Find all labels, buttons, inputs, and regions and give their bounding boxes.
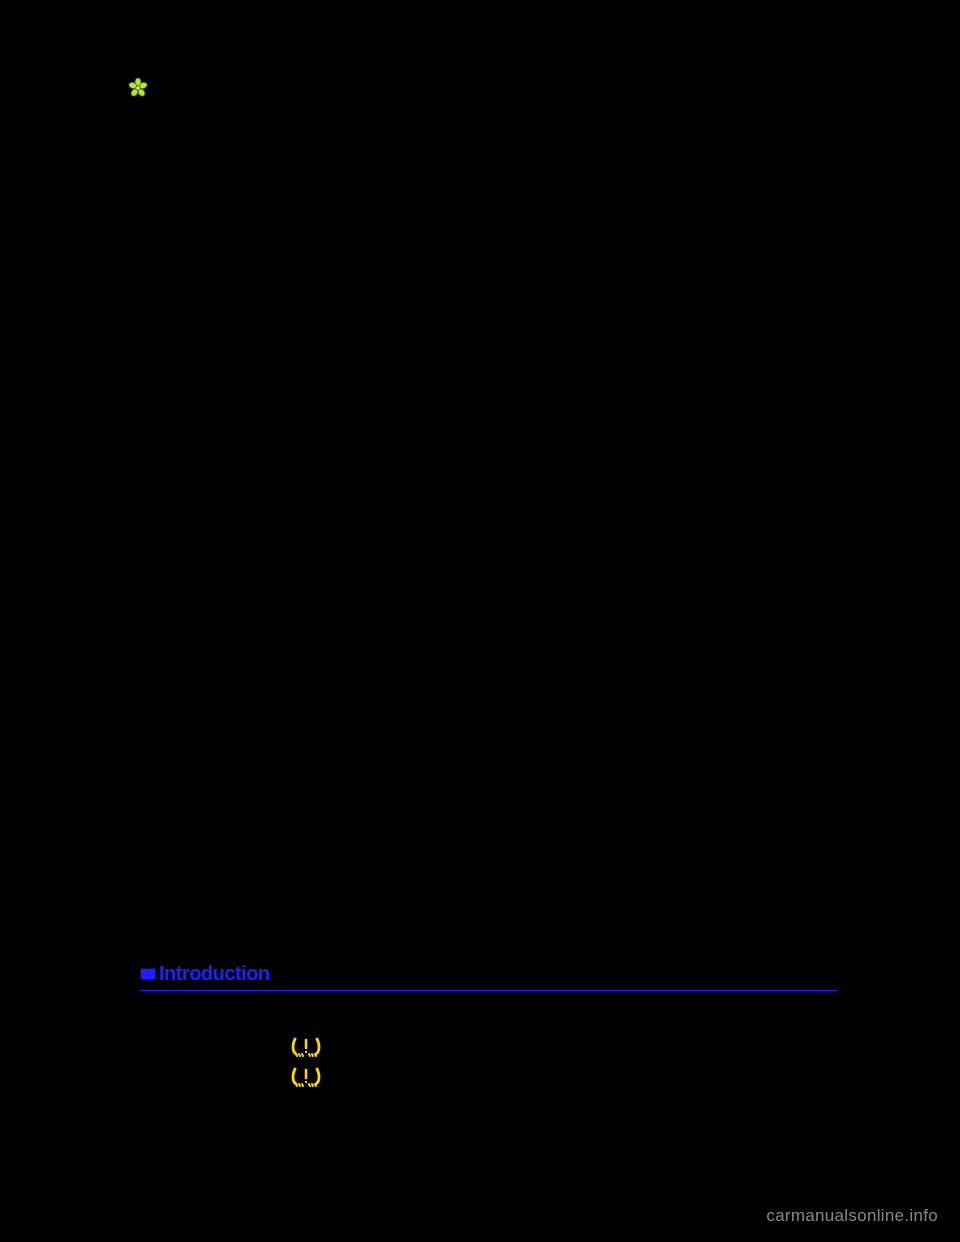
section-heading: Introduction [140, 963, 840, 991]
book-icon [140, 964, 156, 977]
tire-pressure-icon [290, 1034, 322, 1058]
section-title-text: Introduction [159, 963, 270, 986]
tire-pressure-icon [290, 1064, 322, 1088]
section-underline [140, 990, 838, 991]
watermark-text: carmanualsonline.info [766, 1206, 938, 1226]
tire-symbols-group [290, 1034, 322, 1088]
flower-icon [128, 78, 148, 98]
section-title-link[interactable]: Introduction [140, 963, 840, 986]
